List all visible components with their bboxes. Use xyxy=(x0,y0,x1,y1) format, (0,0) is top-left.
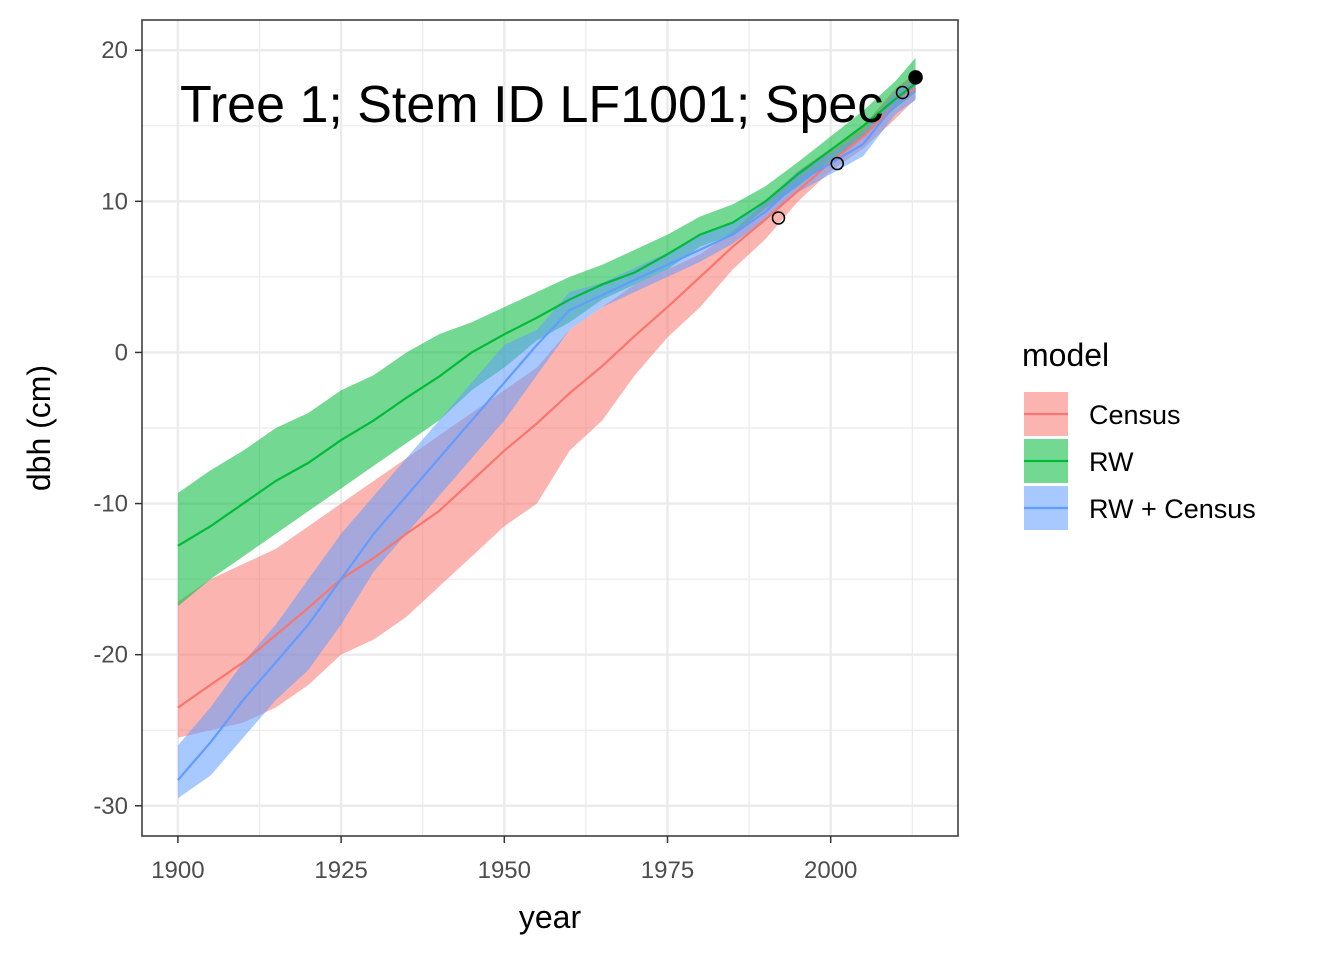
x-tick-label: 2000 xyxy=(804,857,857,884)
plot-annotation: Tree 1; Stem ID LF1001; Spec xyxy=(180,76,883,134)
x-axis-title: year xyxy=(519,899,582,935)
x-tick-label: 1900 xyxy=(151,857,204,884)
x-axis: 1900 1925 1950 1975 2000 xyxy=(151,836,857,884)
y-tick-label: -10 xyxy=(93,491,128,518)
series-lines xyxy=(177,82,917,781)
observed-point-open xyxy=(830,156,844,171)
legend-label-rw: RW xyxy=(1089,447,1134,477)
observed-point-open xyxy=(895,85,910,100)
y-tick-label: -30 xyxy=(93,793,128,820)
plot-panel-border xyxy=(141,19,959,837)
y-tick-label: -20 xyxy=(93,642,128,669)
legend: model Census RW RW + Census xyxy=(1022,337,1256,530)
observed-point-filled xyxy=(908,70,923,85)
y-axis-title: dbh (cm) xyxy=(21,365,57,491)
legend-label-rw-census: RW + Census xyxy=(1089,494,1256,524)
y-tick-label: 20 xyxy=(101,37,128,64)
x-tick-label: 1925 xyxy=(314,857,367,884)
y-axis: -30 -20 -10 0 10 20 xyxy=(93,37,142,820)
legend-label-census: Census xyxy=(1089,400,1181,430)
observation-points xyxy=(771,70,923,225)
y-tick-label: 0 xyxy=(115,339,128,366)
x-tick-label: 1975 xyxy=(641,857,694,884)
line-rw xyxy=(177,82,917,547)
line-census xyxy=(177,87,917,709)
y-tick-label: 10 xyxy=(101,188,128,215)
legend-title: model xyxy=(1022,337,1109,373)
x-tick-label: 1950 xyxy=(478,857,531,884)
observed-point-open xyxy=(771,211,786,225)
line-rw-census xyxy=(177,90,917,781)
